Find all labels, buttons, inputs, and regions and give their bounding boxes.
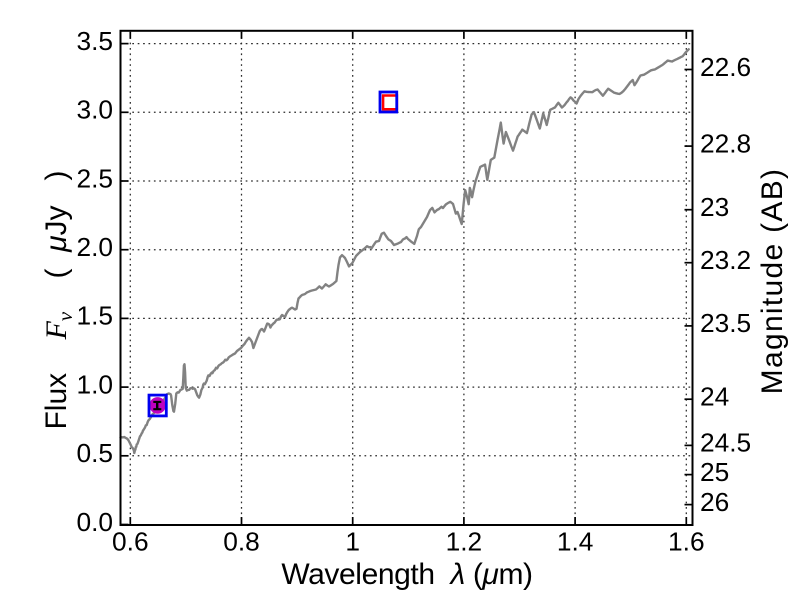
svg-text:26: 26: [700, 487, 729, 517]
svg-text:23.5: 23.5: [700, 308, 751, 338]
svg-text:Wavelength λ (μm): Wavelength λ (μm): [281, 558, 532, 591]
svg-text:2.0: 2.0: [76, 232, 113, 262]
svg-text:Flux Fν ( μJy ): Flux Fν ( μJy ): [40, 170, 77, 429]
svg-text:22.8: 22.8: [700, 128, 751, 158]
svg-text:24.5: 24.5: [700, 428, 751, 458]
svg-text:24: 24: [700, 382, 729, 412]
svg-text:1.0: 1.0: [76, 369, 113, 399]
svg-text:23.2: 23.2: [700, 245, 751, 275]
svg-text:2.5: 2.5: [76, 163, 113, 193]
svg-text:25: 25: [700, 457, 729, 487]
svg-text:0.0: 0.0: [76, 507, 113, 537]
svg-text:0.5: 0.5: [76, 438, 113, 468]
svg-text:3.0: 3.0: [76, 95, 113, 125]
svg-text:1: 1: [345, 526, 360, 556]
svg-text:1.5: 1.5: [76, 301, 113, 331]
svg-text:1.2: 1.2: [446, 526, 483, 556]
svg-text:0.6: 0.6: [112, 526, 149, 556]
svg-text:3.5: 3.5: [76, 26, 113, 56]
svg-text:23: 23: [700, 192, 729, 222]
svg-text:Magnitude (AB): Magnitude (AB): [756, 168, 789, 395]
svg-text:1.6: 1.6: [668, 526, 705, 556]
svg-text:22.6: 22.6: [700, 52, 751, 82]
svg-text:1.4: 1.4: [557, 526, 594, 556]
svg-text:0.8: 0.8: [223, 526, 260, 556]
